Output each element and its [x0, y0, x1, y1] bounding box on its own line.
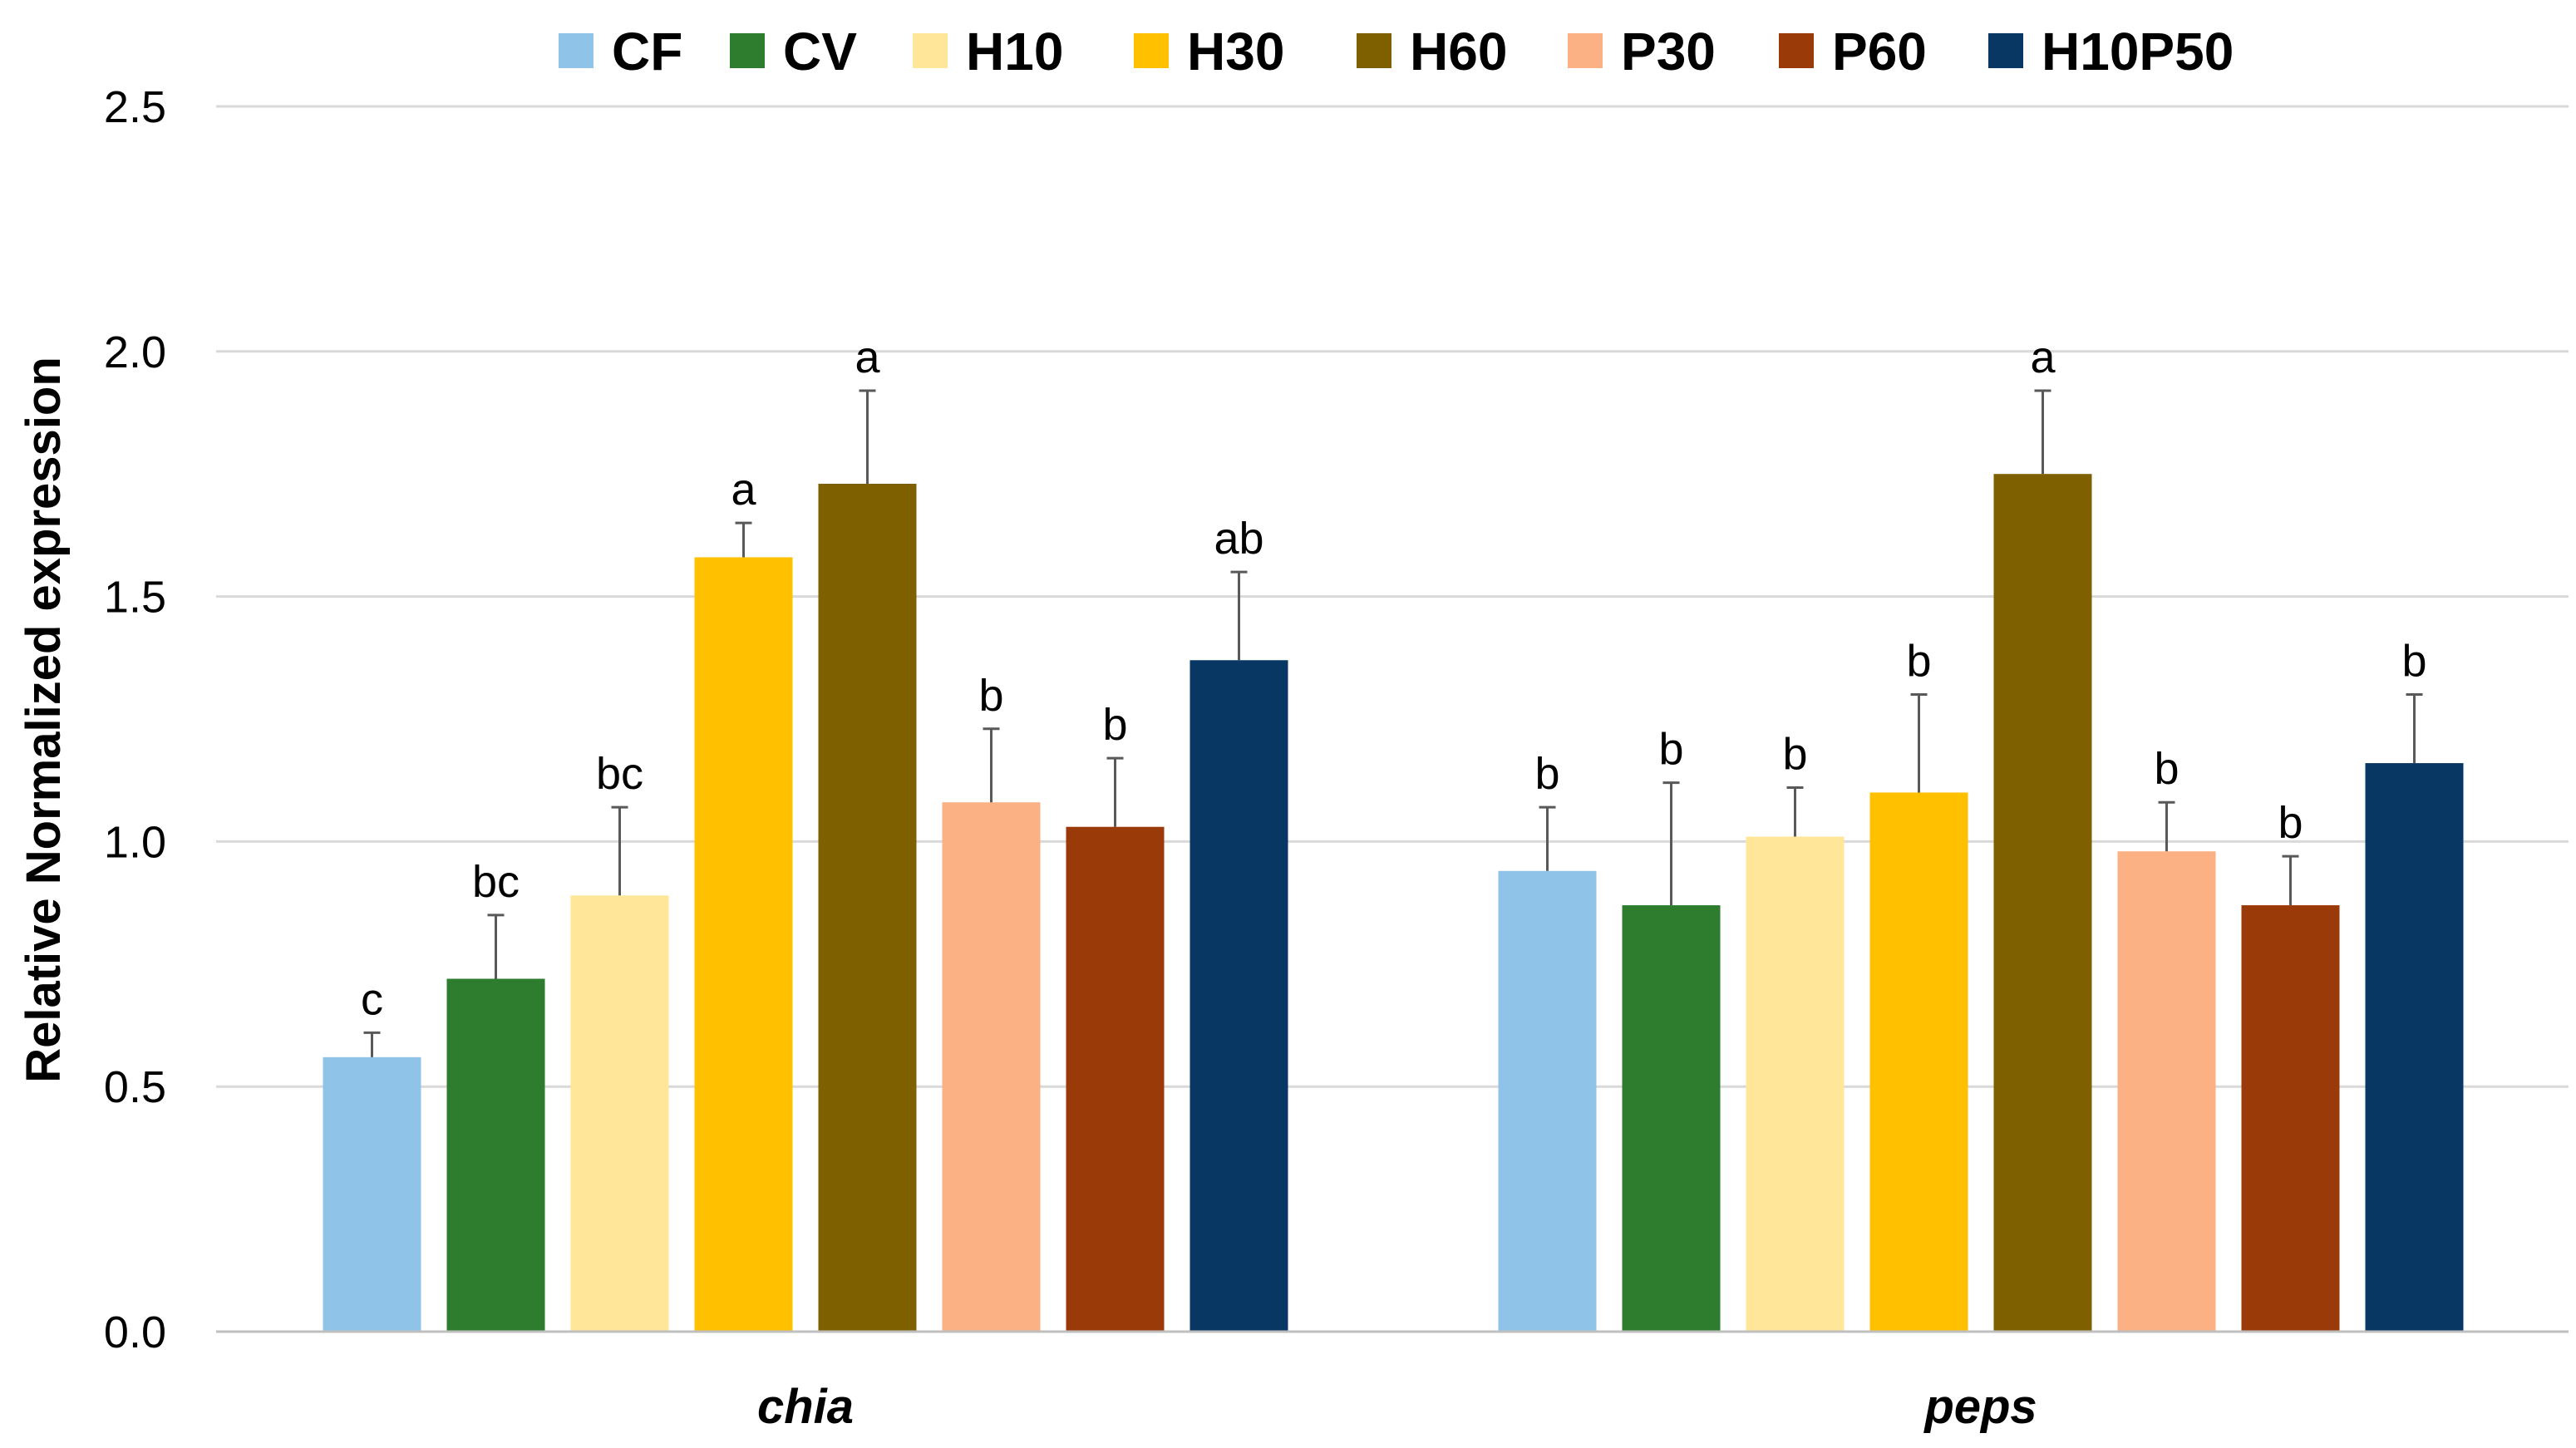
significance-label: b — [1658, 725, 1683, 775]
error-bar — [1663, 783, 1680, 905]
legend-label: H10P50 — [2042, 22, 2234, 81]
significance-label: c — [361, 974, 383, 1024]
error-bar — [2035, 391, 2051, 474]
legend-item-h30: H30 — [1134, 22, 1284, 81]
significance-label: ab — [1214, 514, 1263, 564]
legend-label: P60 — [1832, 22, 1927, 81]
error-bar — [859, 391, 876, 484]
error-bar — [736, 523, 752, 557]
legend-item-p30: P30 — [1568, 22, 1716, 81]
error-bar — [1787, 788, 1804, 837]
error-bar — [364, 1032, 381, 1056]
legend-swatch — [559, 33, 594, 68]
error-bar — [2283, 856, 2299, 905]
error-bar — [488, 915, 505, 979]
bar-cv-peps — [1623, 905, 1721, 1332]
legend-item-h10p50: H10P50 — [1988, 22, 2234, 81]
bar-h60-peps — [1994, 474, 2092, 1332]
y-tick-label: 1.5 — [104, 573, 166, 623]
legend-swatch — [913, 33, 948, 68]
bar-h10p50-peps — [2366, 763, 2464, 1332]
error-bar — [1231, 572, 1248, 660]
significance-label: a — [855, 332, 880, 382]
error-bar — [2159, 802, 2175, 851]
legend-swatch — [1779, 33, 1814, 68]
significance-label: b — [2154, 744, 2179, 794]
bar-h10-chia — [571, 895, 669, 1332]
significance-label: a — [2030, 332, 2056, 382]
error-bars — [364, 391, 2423, 1057]
legend-label: H30 — [1187, 22, 1284, 81]
bar-cv-chia — [447, 978, 545, 1332]
legend-swatch — [1988, 33, 2023, 68]
bars — [323, 474, 2464, 1332]
significance-label: b — [2278, 798, 2303, 848]
legend-label: H10 — [966, 22, 1063, 81]
category-labels: chia peps — [757, 1380, 2037, 1434]
y-tick-label: 1.0 — [104, 817, 166, 867]
legend-item-cf: CF — [559, 22, 682, 81]
bar-p30-chia — [943, 802, 1041, 1332]
y-tick-label: 0.0 — [104, 1308, 166, 1357]
significance-label: b — [1102, 700, 1127, 750]
bar-chart: CF CV H10 H30 H60 P30 P60 H10P50 0.0 0.5 1.0 1.5 2.… — [0, 0, 2576, 1448]
error-bar — [1107, 758, 1124, 827]
bar-h10p50-chia — [1190, 660, 1288, 1332]
legend-swatch — [730, 33, 765, 68]
legend-label: CF — [612, 22, 682, 81]
error-bar — [1539, 807, 1556, 871]
significance-label: b — [1782, 730, 1807, 780]
y-axis-ticks: 0.0 0.5 1.0 1.5 2.0 2.5 — [104, 82, 166, 1357]
legend-item-cv: CV — [730, 22, 857, 81]
error-bar — [2406, 695, 2423, 764]
bar-p60-peps — [2242, 905, 2340, 1332]
significance-label: b — [1534, 749, 1559, 799]
bar-p60-chia — [1066, 827, 1165, 1332]
significance-label: bc — [472, 857, 520, 907]
legend-swatch — [1568, 33, 1603, 68]
legend-item-h10: H10 — [913, 22, 1063, 81]
category-label-peps: peps — [1923, 1380, 2037, 1434]
legend: CF CV H10 H30 H60 P30 P60 H10P50 — [559, 22, 2234, 81]
chart-container: CF CV H10 H30 H60 P30 P60 H10P50 0.0 0.5 1.0 1.5 2.… — [0, 0, 2576, 1448]
bar-p30-peps — [2118, 851, 2216, 1332]
y-axis-title: Relative Normalized expression — [17, 357, 71, 1083]
y-tick-label: 0.5 — [104, 1062, 166, 1112]
bar-h30-chia — [695, 557, 793, 1332]
significance-label: b — [2401, 637, 2426, 687]
error-bar — [612, 807, 628, 895]
error-bar — [983, 729, 1000, 802]
category-label-chia: chia — [757, 1380, 854, 1434]
bar-h30-peps — [1870, 792, 1968, 1332]
legend-item-h60: H60 — [1357, 22, 1507, 81]
legend-label: P30 — [1621, 22, 1716, 81]
significance-label: bc — [596, 749, 643, 799]
legend-swatch — [1134, 33, 1169, 68]
legend-item-p60: P60 — [1779, 22, 1927, 81]
bar-h60-chia — [819, 484, 917, 1332]
bar-cf-peps — [1499, 871, 1597, 1332]
significance-label: b — [978, 671, 1003, 721]
significance-label: b — [1906, 637, 1931, 687]
bar-h10-peps — [1746, 837, 1845, 1332]
legend-label: CV — [783, 22, 857, 81]
y-tick-label: 2.5 — [104, 82, 166, 132]
error-bar — [1911, 695, 1928, 793]
y-tick-label: 2.0 — [104, 328, 166, 377]
legend-label: H60 — [1410, 22, 1507, 81]
legend-swatch — [1357, 33, 1391, 68]
significance-label: a — [731, 465, 756, 515]
bar-cf-chia — [323, 1057, 421, 1332]
